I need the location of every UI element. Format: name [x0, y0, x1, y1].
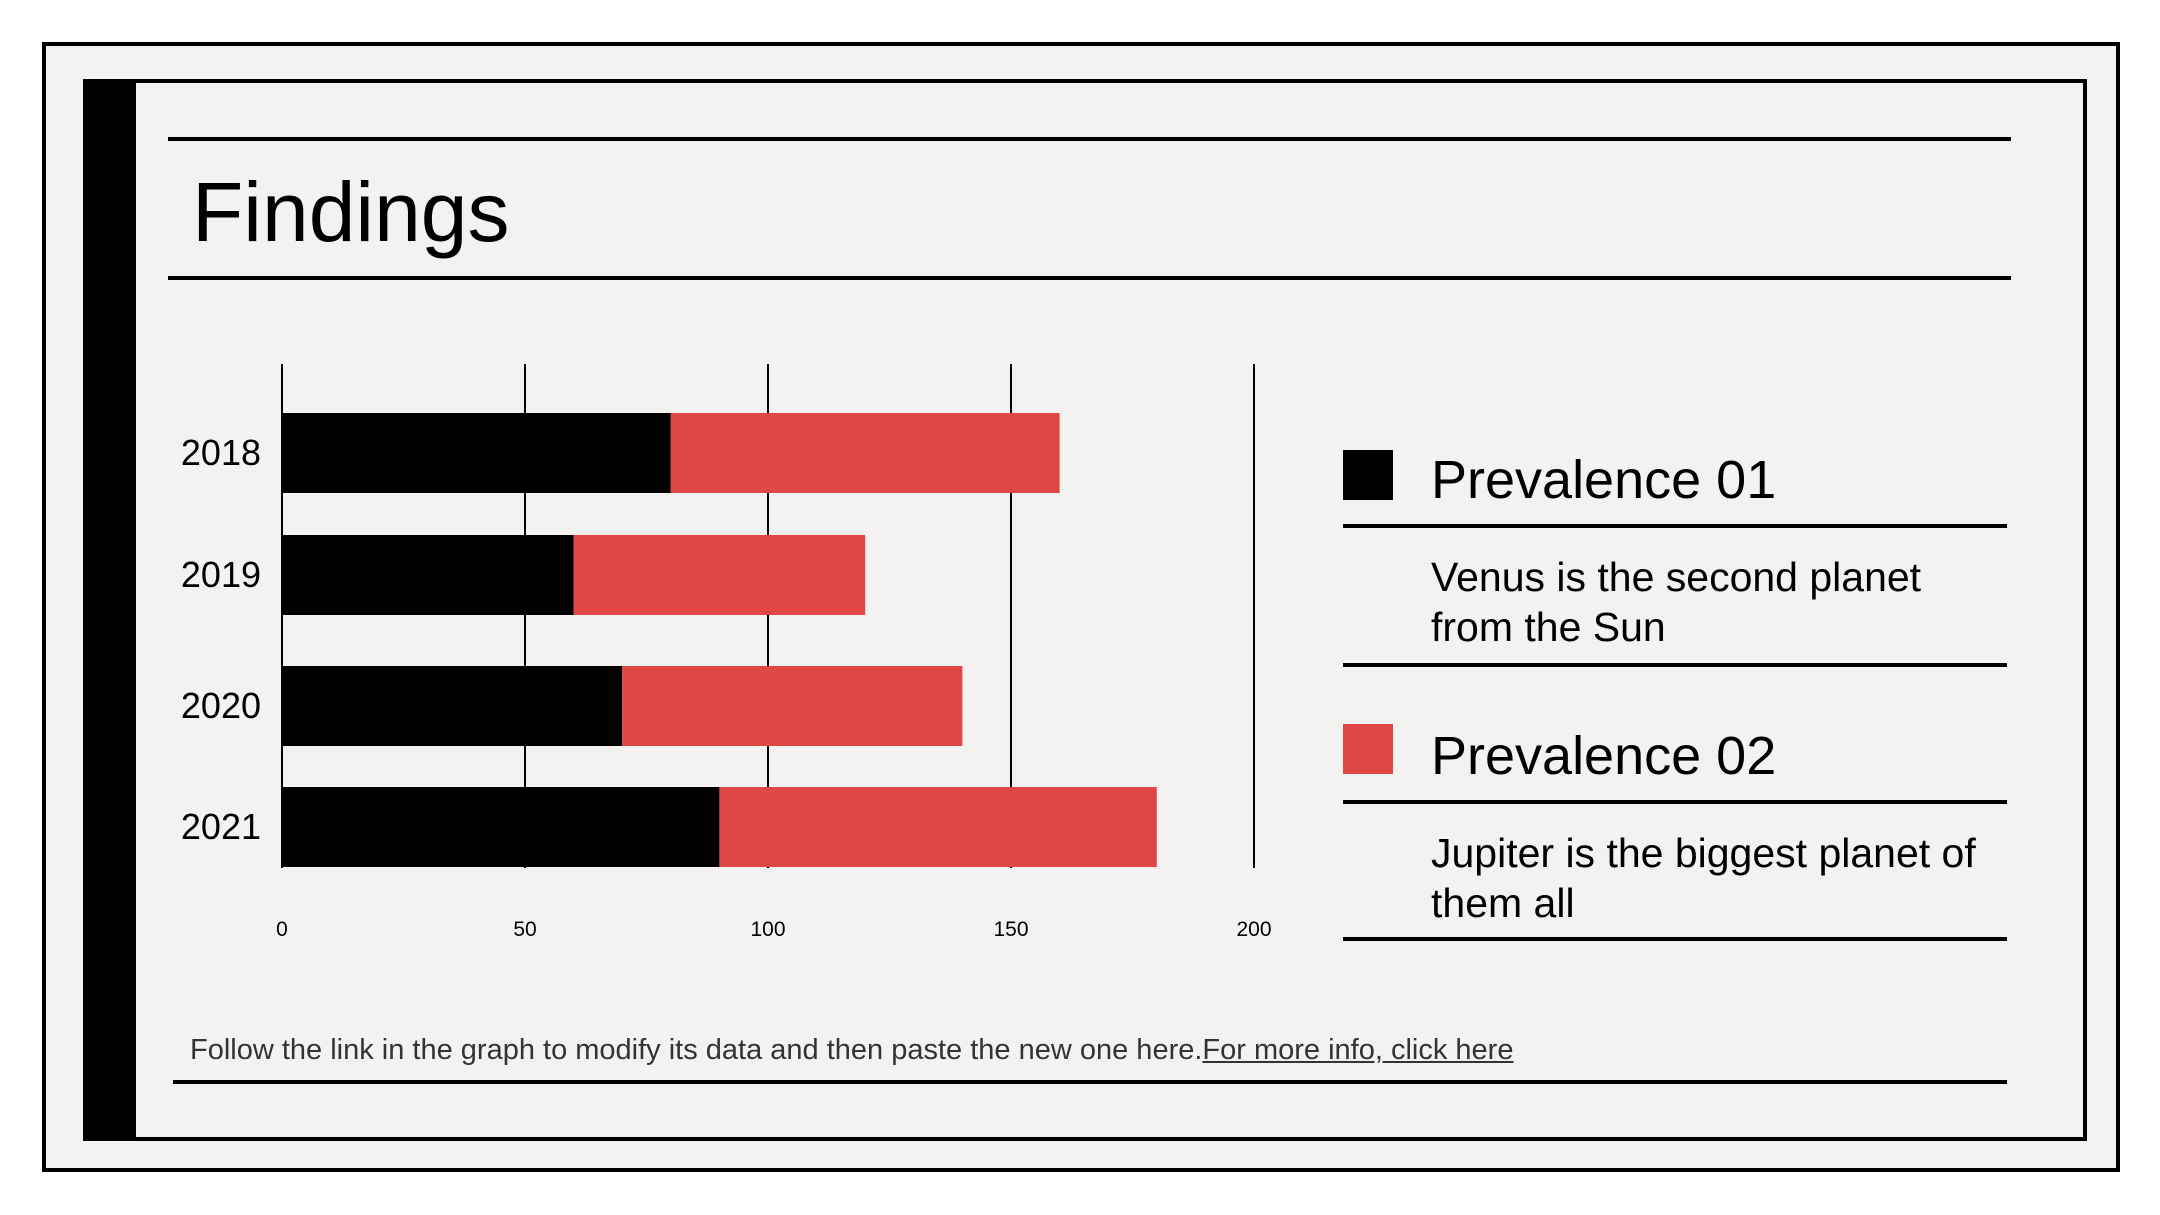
legend-2-bottom-rule — [1343, 937, 2007, 941]
y-category-label: 2021 — [181, 806, 261, 847]
legend-2-top-rule — [1343, 800, 2007, 804]
more-info-link[interactable]: For more info, click here — [1202, 1034, 1514, 1066]
x-tick-label: 150 — [993, 918, 1028, 941]
legend-swatch-prevalence-01 — [1343, 450, 1393, 500]
legend-1-top-rule — [1343, 524, 2007, 528]
bar-2020-series-1[interactable] — [282, 666, 623, 746]
legend-1-bottom-rule — [1343, 663, 2007, 667]
bar-2019-series-1[interactable] — [282, 535, 574, 615]
bar-2019-series-2[interactable] — [573, 535, 866, 615]
x-tick-label: 100 — [750, 918, 785, 941]
footer-rule — [173, 1080, 2007, 1084]
y-category-label: 2018 — [181, 432, 261, 473]
bar-2021-series-2[interactable] — [719, 787, 1157, 867]
bar-2021-series-1[interactable] — [282, 787, 720, 867]
legend-desc-prevalence-01: Venus is the second planet from the Sun — [1431, 554, 1922, 650]
legend-swatch-prevalence-02 — [1343, 724, 1393, 774]
x-tick-label: 0 — [276, 918, 288, 941]
page-title: Findings — [192, 165, 510, 259]
footer-note-text: Follow the link in the graph to modify i… — [190, 1034, 1203, 1066]
x-tick-label: 50 — [513, 918, 536, 941]
y-category-label: 2019 — [181, 554, 261, 595]
legend-desc-prevalence-02: Jupiter is the biggest planet of them al… — [1431, 830, 1976, 926]
bar-2018-series-2[interactable] — [670, 413, 1060, 493]
title-top-rule — [168, 137, 2011, 141]
x-tick-label: 200 — [1236, 918, 1271, 941]
side-accent-bar — [83, 79, 136, 1141]
y-category-label: 2020 — [181, 685, 261, 726]
bar-2020-series-2[interactable] — [622, 666, 963, 746]
bar-2018-series-1[interactable] — [282, 413, 671, 493]
legend-title-prevalence-01: Prevalence 01 — [1431, 450, 1777, 510]
footer-note: Follow the link in the graph to modify i… — [190, 1032, 1513, 1068]
legend-title-prevalence-02: Prevalence 02 — [1431, 726, 1777, 786]
title-bottom-rule — [168, 276, 2011, 280]
